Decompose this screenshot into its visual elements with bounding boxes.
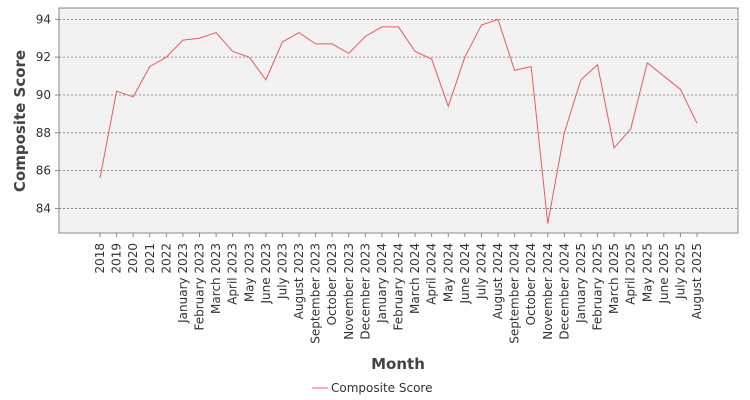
data-point — [364, 35, 366, 37]
y-tick-label-88: 88 — [36, 126, 51, 140]
x-tick-label: 2021 — [143, 243, 157, 274]
data-point — [381, 26, 383, 28]
data-point — [149, 65, 151, 67]
data-point — [580, 79, 582, 81]
data-point — [430, 58, 432, 60]
data-point — [530, 65, 532, 67]
data-point — [679, 88, 681, 90]
x-tick-label: January 2024 — [375, 243, 389, 324]
x-tick-label: May 2024 — [441, 243, 455, 302]
legend-label-composite-score: Composite Score — [331, 381, 432, 395]
y-tick-label-94: 94 — [36, 12, 51, 26]
y-tick-label-90: 90 — [36, 88, 51, 102]
y-axis-title: Composite Score — [11, 50, 29, 192]
data-point — [563, 132, 565, 134]
x-tick-label: February 2024 — [392, 243, 406, 331]
data-point — [265, 79, 267, 81]
x-tick-label: November 2023 — [342, 243, 356, 340]
x-tick-label: August 2023 — [292, 243, 306, 319]
data-point — [513, 69, 515, 71]
x-tick-label: December 2024 — [557, 243, 571, 340]
x-tick-label: April 2025 — [624, 243, 638, 305]
data-point — [414, 50, 416, 52]
data-point — [348, 52, 350, 54]
data-point — [663, 75, 665, 77]
x-tick-label: December 2023 — [358, 243, 372, 340]
data-point — [198, 37, 200, 39]
data-point — [596, 64, 598, 66]
x-tick-label: February 2025 — [591, 243, 605, 331]
x-tick-label: November 2024 — [541, 243, 555, 340]
data-point — [497, 18, 499, 20]
data-point — [165, 56, 167, 58]
data-point — [132, 96, 134, 98]
x-tick-label: June 2025 — [657, 243, 671, 305]
data-point — [547, 222, 549, 224]
data-point — [298, 31, 300, 33]
data-point — [115, 90, 117, 92]
x-tick-label: March 2025 — [607, 243, 621, 314]
data-point — [613, 147, 615, 149]
data-point — [314, 43, 316, 45]
x-tick-label: October 2024 — [524, 243, 538, 325]
x-tick-label: June 2023 — [259, 243, 273, 305]
x-tick-label: September 2024 — [508, 243, 522, 344]
x-tick-label: March 2023 — [209, 243, 223, 314]
x-tick-label: September 2023 — [309, 243, 323, 344]
y-tick-label-84: 84 — [36, 201, 51, 215]
x-tick-label: June 2024 — [458, 243, 472, 305]
data-point — [231, 50, 233, 52]
data-point — [464, 56, 466, 58]
data-point — [646, 62, 648, 64]
x-tick-label: March 2024 — [408, 243, 422, 314]
x-tick-label: January 2025 — [574, 243, 588, 324]
data-point — [281, 41, 283, 43]
x-tick-label: July 2023 — [275, 243, 289, 300]
x-axis-title: Month — [371, 355, 425, 373]
x-tick-label: February 2023 — [193, 243, 207, 331]
data-point — [397, 26, 399, 28]
data-point — [447, 105, 449, 107]
data-point — [480, 24, 482, 26]
x-tick-label: October 2023 — [325, 243, 339, 325]
x-tick-label: 2020 — [126, 243, 140, 274]
x-tick-label: August 2025 — [690, 243, 704, 319]
data-point — [629, 128, 631, 130]
x-tick-label: August 2024 — [491, 243, 505, 319]
x-tick-label: April 2024 — [425, 243, 439, 305]
y-tick-label-92: 92 — [36, 50, 51, 64]
data-point — [99, 177, 101, 179]
x-tick-label: April 2023 — [226, 243, 240, 305]
data-point — [215, 31, 217, 33]
series-line-composite-score — [99, 18, 698, 224]
x-tick-label: 2018 — [93, 243, 107, 274]
x-tick-label: July 2025 — [673, 243, 687, 300]
data-point — [182, 39, 184, 41]
data-point — [331, 43, 333, 45]
x-tick-label: May 2025 — [640, 243, 654, 302]
x-tick-label: January 2023 — [176, 243, 190, 324]
plot-area — [58, 7, 739, 234]
x-tick-label: May 2023 — [242, 243, 256, 302]
x-tick-label: 2019 — [110, 243, 124, 274]
x-tick-label: July 2024 — [474, 243, 488, 300]
data-point — [248, 56, 250, 58]
y-tick-label-86: 86 — [36, 164, 51, 178]
data-point — [696, 122, 698, 124]
legend: Composite Score — [312, 381, 432, 395]
x-tick-label: 2022 — [159, 243, 173, 274]
